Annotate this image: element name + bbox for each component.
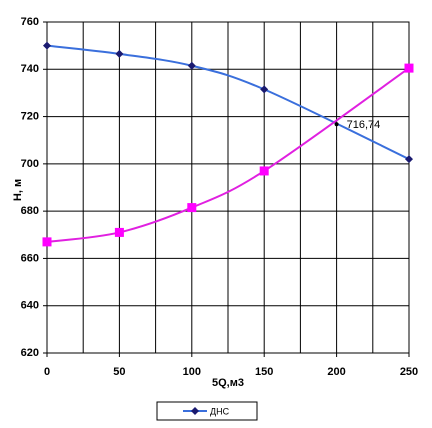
- annotation: 716,74: [347, 119, 381, 131]
- data-point: [259, 166, 269, 176]
- x-tick-label: 150: [255, 366, 273, 378]
- x-tick-label: 0: [44, 366, 50, 378]
- data-point: [114, 227, 124, 237]
- y-tick-label: 740: [21, 63, 39, 75]
- x-tick-label: 200: [327, 366, 345, 378]
- data-point: [260, 85, 269, 94]
- y-tick-label: 680: [21, 205, 39, 217]
- annotation-point: [334, 122, 339, 127]
- y-tick-label: 620: [21, 347, 39, 359]
- data-point: [187, 203, 197, 213]
- legend-label: ДНС: [210, 406, 230, 416]
- y-tick-label: 760: [21, 16, 39, 28]
- data-point: [42, 237, 52, 247]
- x-axis-label: 5Q,м3: [212, 377, 244, 389]
- y-tick-label: 720: [21, 110, 39, 122]
- data-point: [404, 63, 414, 73]
- data-point: [405, 155, 413, 164]
- y-axis-label: Н, м: [12, 179, 24, 201]
- y-tick-label: 660: [21, 252, 39, 264]
- legend-marker: [191, 407, 199, 415]
- x-tick-label: 50: [113, 366, 125, 378]
- x-tick-label: 100: [183, 366, 201, 378]
- y-tick-label: 700: [21, 158, 39, 170]
- x-tick-label: 250: [400, 366, 418, 378]
- data-point: [115, 49, 124, 58]
- data-point: [43, 41, 51, 50]
- data-point: [187, 61, 196, 70]
- y-tick-label: 640: [21, 300, 39, 312]
- plot-frame: [46, 21, 410, 354]
- series-line: [46, 67, 410, 243]
